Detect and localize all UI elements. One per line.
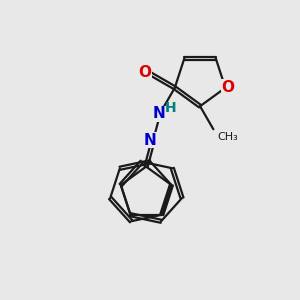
Text: O: O bbox=[138, 65, 151, 80]
Text: CH₃: CH₃ bbox=[217, 132, 238, 142]
Text: N: N bbox=[153, 106, 166, 121]
Text: O: O bbox=[221, 80, 234, 95]
Text: H: H bbox=[165, 101, 176, 116]
Text: N: N bbox=[143, 133, 156, 148]
